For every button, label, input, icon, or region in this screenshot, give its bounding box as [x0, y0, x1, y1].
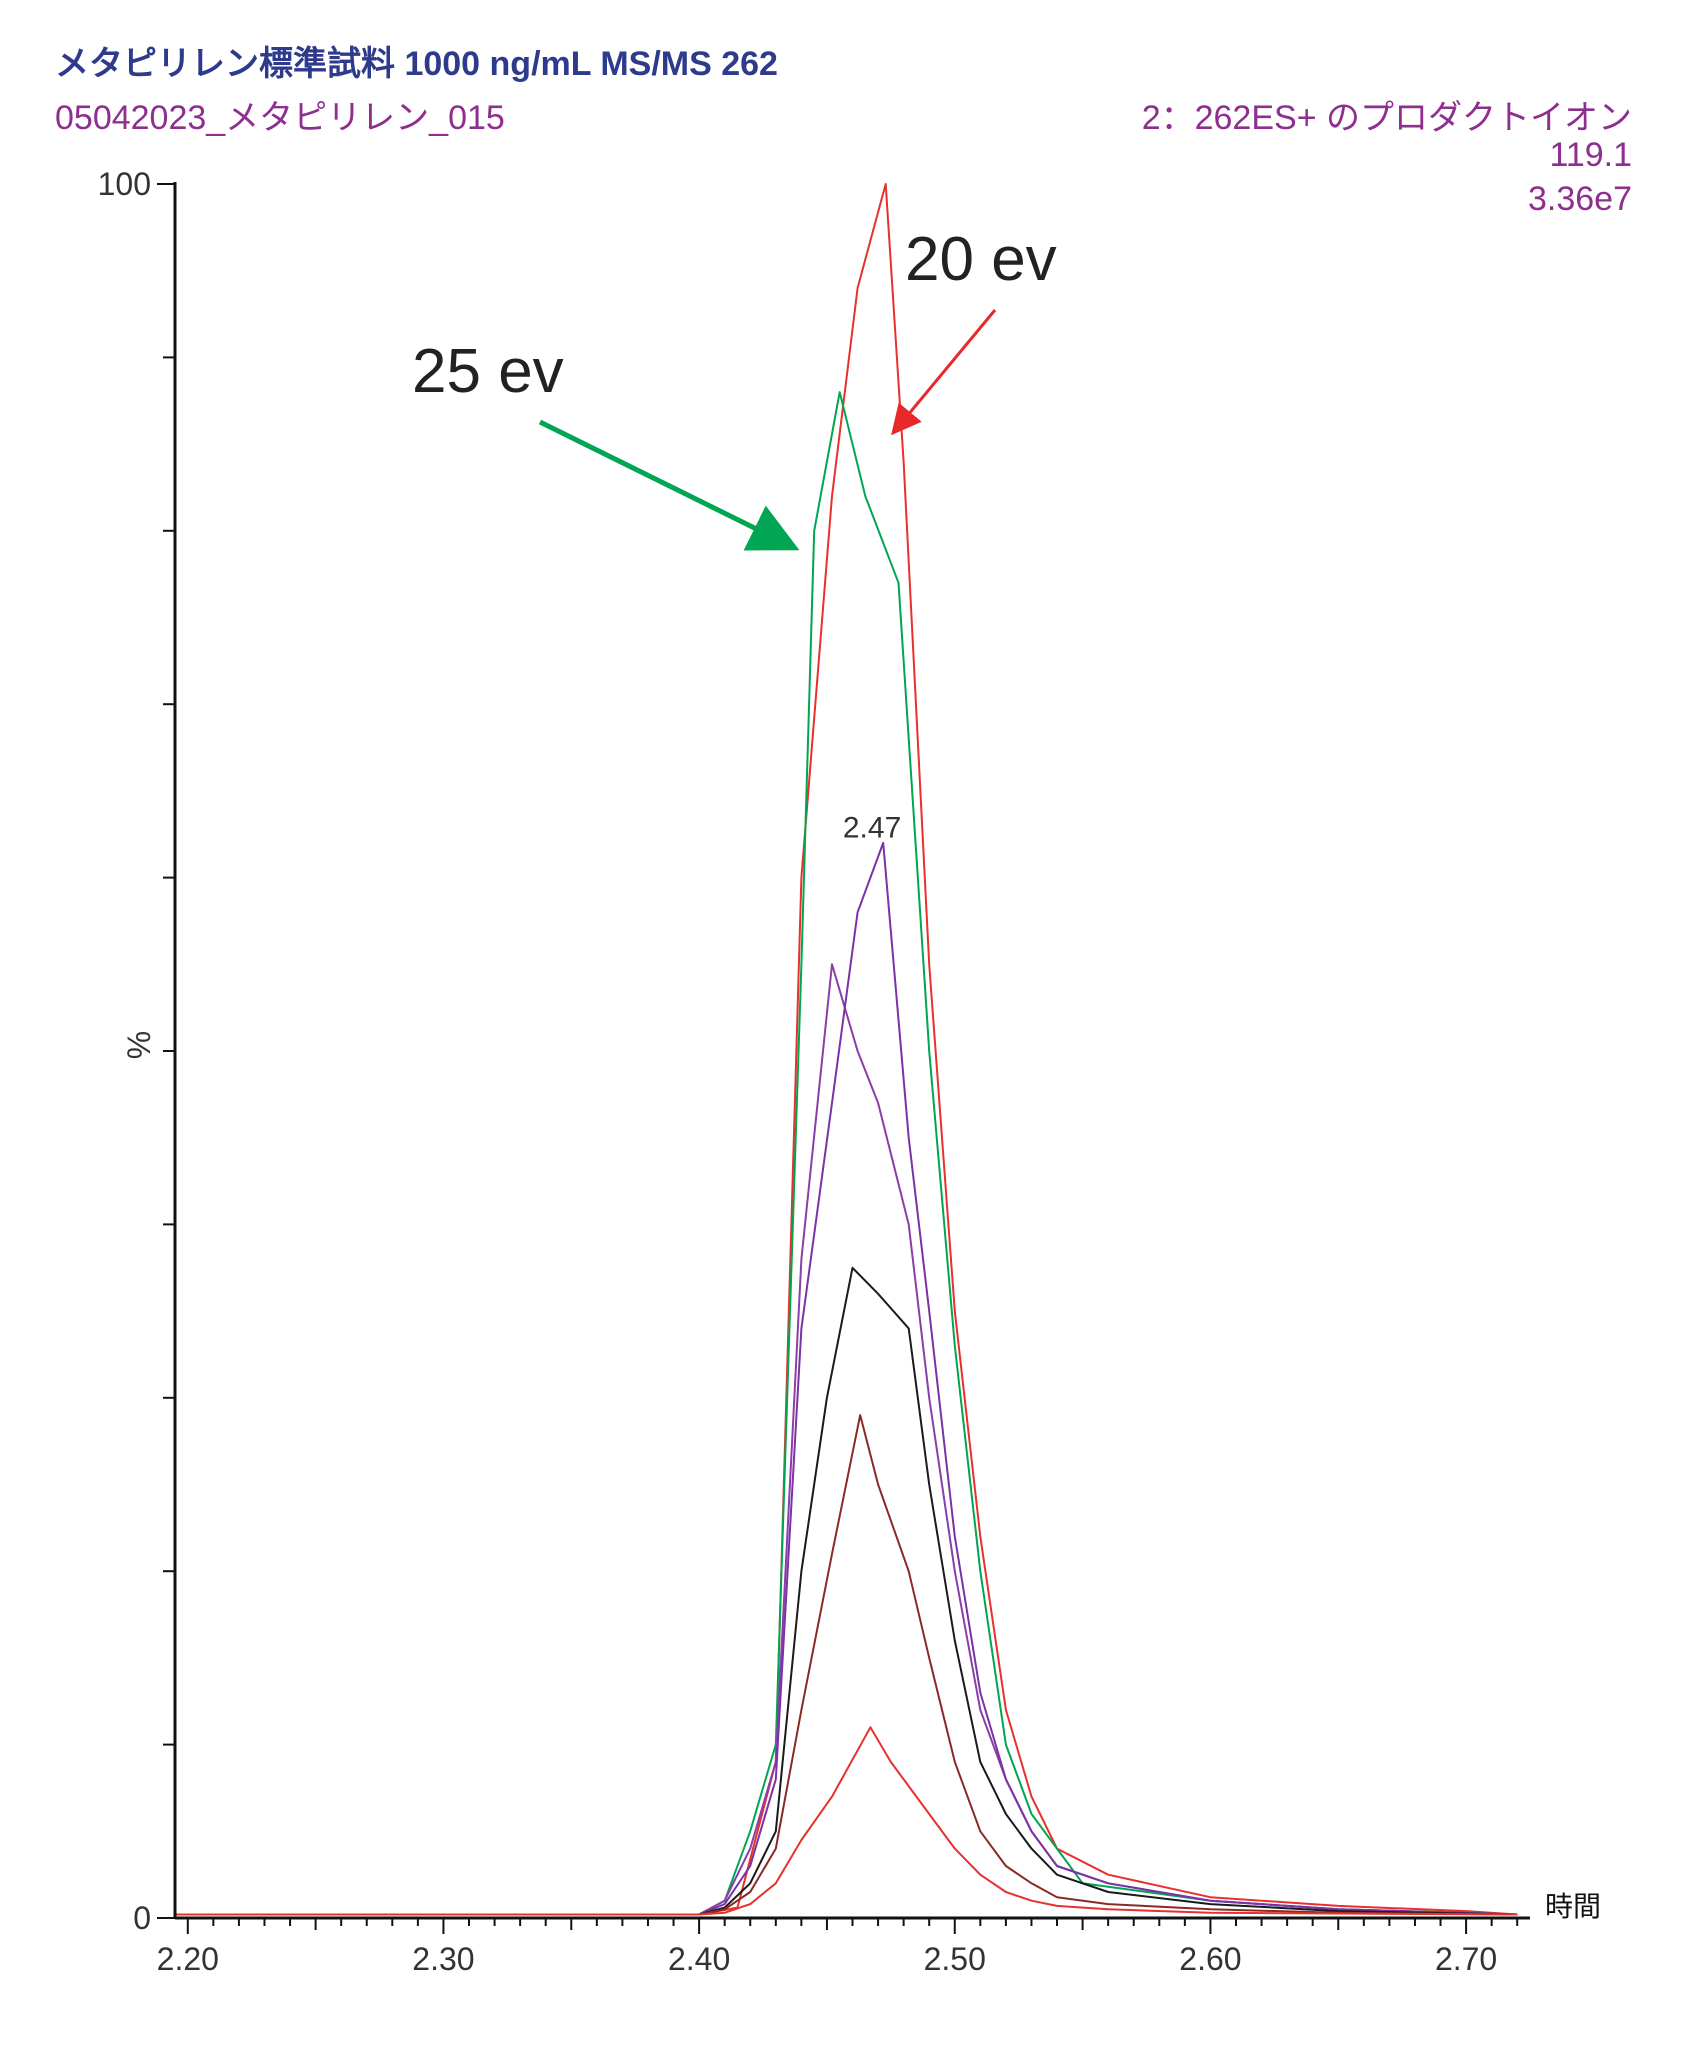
sample-name: 05042023_メタピリレン_015 — [55, 99, 505, 137]
product-mass: 119.1 — [1549, 136, 1632, 174]
x-tick-label: 2.70 — [1435, 1941, 1497, 1977]
annotation-arrow-25ev — [538, 419, 800, 551]
series-line-4 — [175, 1266, 1518, 1916]
x-tick-label: 2.50 — [924, 1941, 986, 1977]
series-line-1 — [175, 391, 1518, 1916]
x-tick-label: 2.40 — [668, 1941, 730, 1977]
ticks-layer: 0 100 2.20 2.30 2.40 2.50 2.60 2.70 — [98, 166, 1519, 1977]
x-axis-label: 時間 — [1545, 1891, 1601, 1922]
x-tick-label: 2.60 — [1179, 1941, 1241, 1977]
series-line-0 — [175, 183, 1518, 1916]
y-tick-label: 0 — [133, 1900, 151, 1936]
series-line-3 — [175, 841, 1518, 1916]
y-tick-label: 100 — [98, 166, 151, 202]
series-line-5 — [175, 1414, 1518, 1916]
x-tick-label: 2.20 — [157, 1941, 219, 1977]
series-line-6 — [175, 1726, 1518, 1916]
base-intensity: 3.36e7 — [1528, 180, 1632, 218]
series-layer — [175, 183, 1518, 1916]
x-tick-label: 2.30 — [412, 1941, 474, 1977]
annotation-20ev: 20 ev — [905, 225, 1057, 294]
peak-label: 2.47 — [843, 812, 901, 845]
annotation-25ev: 25 ev — [412, 337, 564, 406]
chart-title: メタピリレン標準試料 1000 ng/mL MS/MS 262 — [55, 45, 778, 83]
y-axis-label: % — [121, 1031, 157, 1059]
scan-description: 2：262ES+ のプロダクトイオン — [1141, 99, 1632, 137]
annotation-arrow-20ev — [891, 309, 997, 436]
